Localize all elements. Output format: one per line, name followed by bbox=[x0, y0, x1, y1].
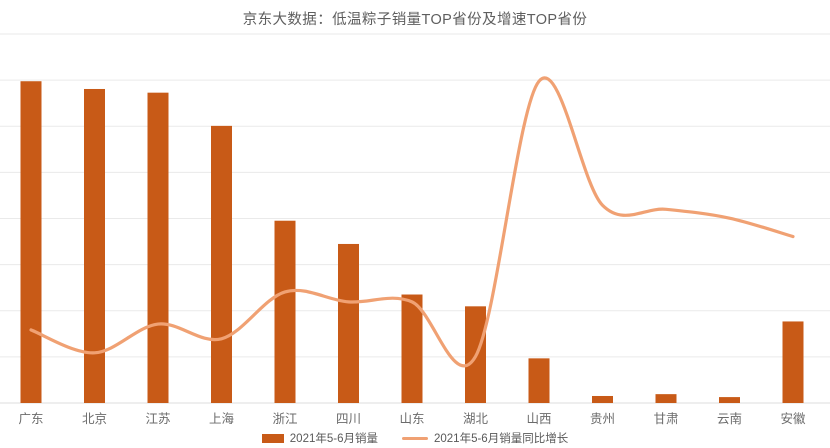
x-axis-tick-label: 湖北 bbox=[462, 412, 488, 426]
bar[interactable] bbox=[274, 220, 296, 403]
bar[interactable] bbox=[338, 243, 359, 403]
legend-label-sales: 2021年5-6月销量 bbox=[289, 433, 378, 445]
chart-legend: 2021年5-6月销量 2021年5-6月销量同比增长 bbox=[0, 428, 830, 448]
bar[interactable] bbox=[592, 395, 613, 403]
legend-item-growth[interactable]: 2021年5-6月销量同比增长 bbox=[402, 430, 568, 446]
chart-svg bbox=[0, 33, 830, 404]
plot-area bbox=[0, 33, 830, 404]
x-axis-tick-label: 甘肃 bbox=[653, 412, 679, 426]
x-axis-tick-label: 安徽 bbox=[780, 412, 806, 426]
bar[interactable] bbox=[782, 321, 804, 403]
legend-item-sales[interactable]: 2021年5-6月销量 bbox=[261, 430, 378, 446]
line-series bbox=[29, 76, 795, 368]
bar[interactable] bbox=[84, 88, 105, 403]
bar[interactable] bbox=[401, 294, 423, 403]
x-axis-tick-label: 山东 bbox=[399, 412, 425, 426]
legend-line-swatch-icon bbox=[402, 436, 428, 440]
x-axis-tick-label: 贵州 bbox=[589, 412, 615, 426]
bar[interactable] bbox=[20, 81, 42, 404]
x-axis-tick-label: 上海 bbox=[208, 412, 234, 426]
bar[interactable] bbox=[528, 358, 550, 403]
legend-label-growth: 2021年5-6月销量同比增长 bbox=[434, 433, 569, 445]
bar[interactable] bbox=[147, 92, 169, 404]
x-axis-tick-label: 山西 bbox=[526, 412, 552, 426]
bar-series bbox=[20, 81, 804, 404]
x-axis-tick-label: 北京 bbox=[81, 412, 107, 426]
bar[interactable] bbox=[211, 125, 232, 404]
x-axis: 广东 北京 江苏 上海 浙江 四川 山东 湖北 山西 贵州 甘肃 云南 安徽 bbox=[0, 404, 830, 430]
x-axis-tick-label: 江苏 bbox=[145, 412, 171, 426]
x-axis-tick-label: 广东 bbox=[18, 412, 44, 426]
x-axis-tick-label: 四川 bbox=[335, 412, 361, 426]
x-axis-tick-label: 浙江 bbox=[272, 412, 298, 426]
x-axis-tick-label: 云南 bbox=[716, 412, 742, 426]
bar[interactable] bbox=[719, 397, 740, 403]
bar[interactable] bbox=[655, 394, 677, 403]
legend-bar-swatch-icon bbox=[261, 433, 284, 443]
chart-title: 京东大数据：低温粽子销量TOP省份及增速TOP省份 bbox=[242, 12, 588, 28]
